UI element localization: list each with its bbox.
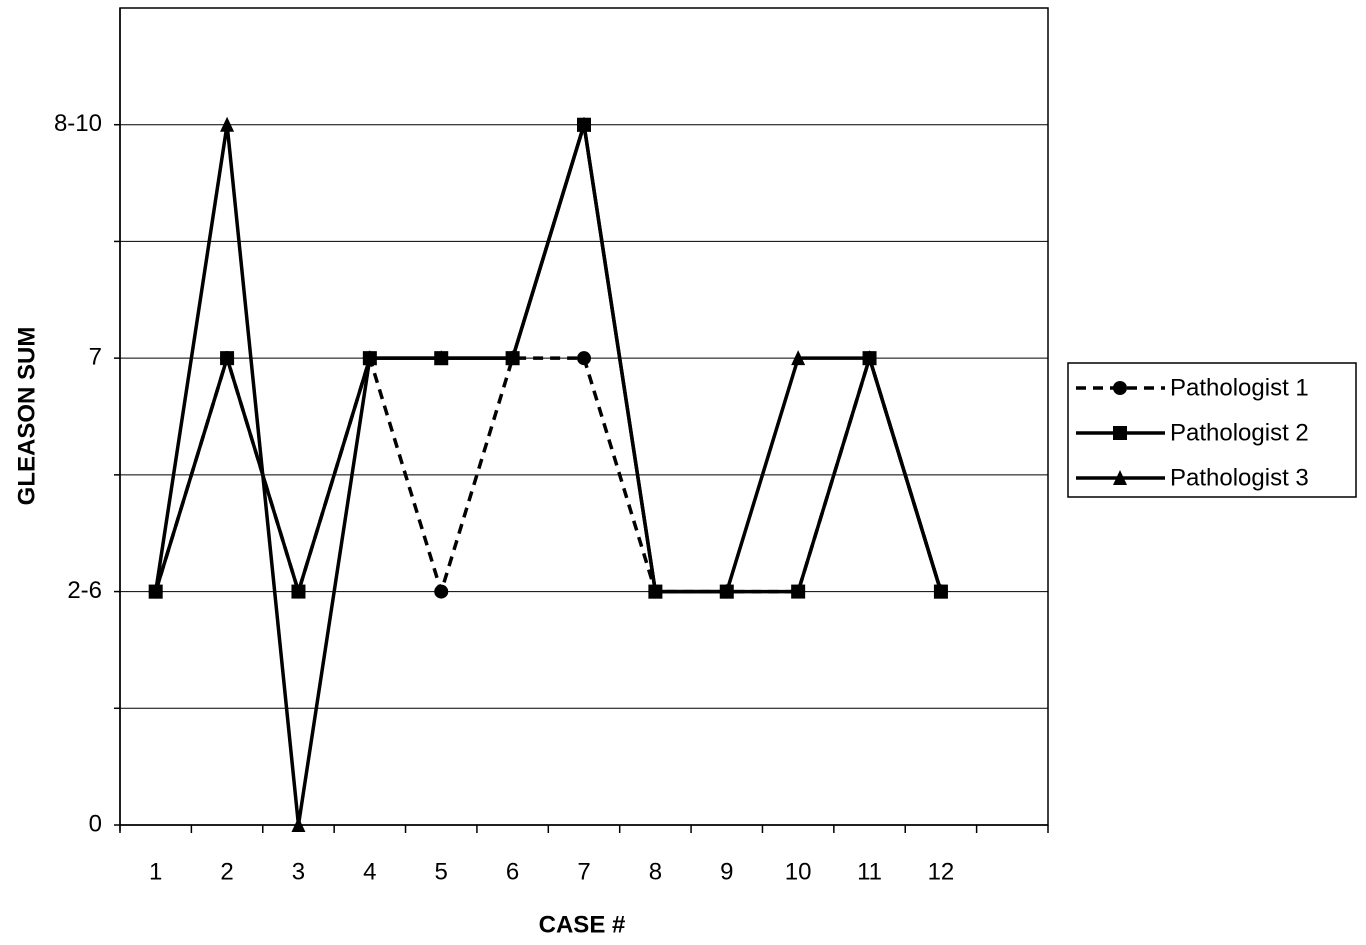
marker	[933, 583, 948, 599]
x-tick-label: 1	[149, 858, 162, 885]
marker	[434, 350, 449, 366]
marker	[220, 116, 235, 132]
legend-marker	[1113, 426, 1127, 440]
marker	[791, 584, 806, 599]
marker	[148, 583, 163, 599]
y-tick-label: 2-6	[67, 577, 102, 604]
x-tick-label: 10	[785, 858, 812, 885]
legend-label: Pathologist 1	[1170, 374, 1309, 401]
x-tick-label: 11	[857, 858, 882, 885]
legend-label: Pathologist 2	[1170, 419, 1309, 446]
y-axis-title: GLEASON SUM	[13, 327, 40, 506]
y-tick-label: 8-10	[54, 110, 102, 137]
x-tick-label: 3	[292, 858, 305, 885]
marker	[291, 584, 306, 599]
series-line	[153, 122, 943, 827]
x-axis-title: CASE #	[539, 911, 626, 938]
marker	[577, 116, 591, 132]
marker	[505, 350, 520, 366]
legend-label: Pathologist 3	[1170, 464, 1309, 491]
marker	[291, 817, 306, 832]
x-tick-label: 2	[220, 858, 233, 885]
marker	[577, 351, 591, 366]
marker	[362, 350, 377, 366]
x-tick-label: 8	[649, 858, 662, 885]
x-tick-label: 4	[363, 858, 376, 885]
legend-marker	[1113, 470, 1127, 485]
marker	[220, 351, 235, 366]
legend-marker	[1113, 381, 1127, 395]
y-tick-label: 7	[89, 343, 102, 370]
marker	[648, 583, 663, 599]
x-tick-label: 7	[577, 858, 590, 885]
marker	[862, 350, 877, 366]
marker	[434, 584, 449, 599]
x-tick-label: 12	[928, 858, 955, 885]
marker	[719, 583, 734, 599]
x-tick-label: 9	[720, 858, 733, 885]
marker	[791, 350, 806, 366]
x-tick-label: 6	[506, 858, 519, 885]
y-tick-label: 0	[89, 810, 102, 837]
x-tick-label: 5	[435, 858, 448, 885]
